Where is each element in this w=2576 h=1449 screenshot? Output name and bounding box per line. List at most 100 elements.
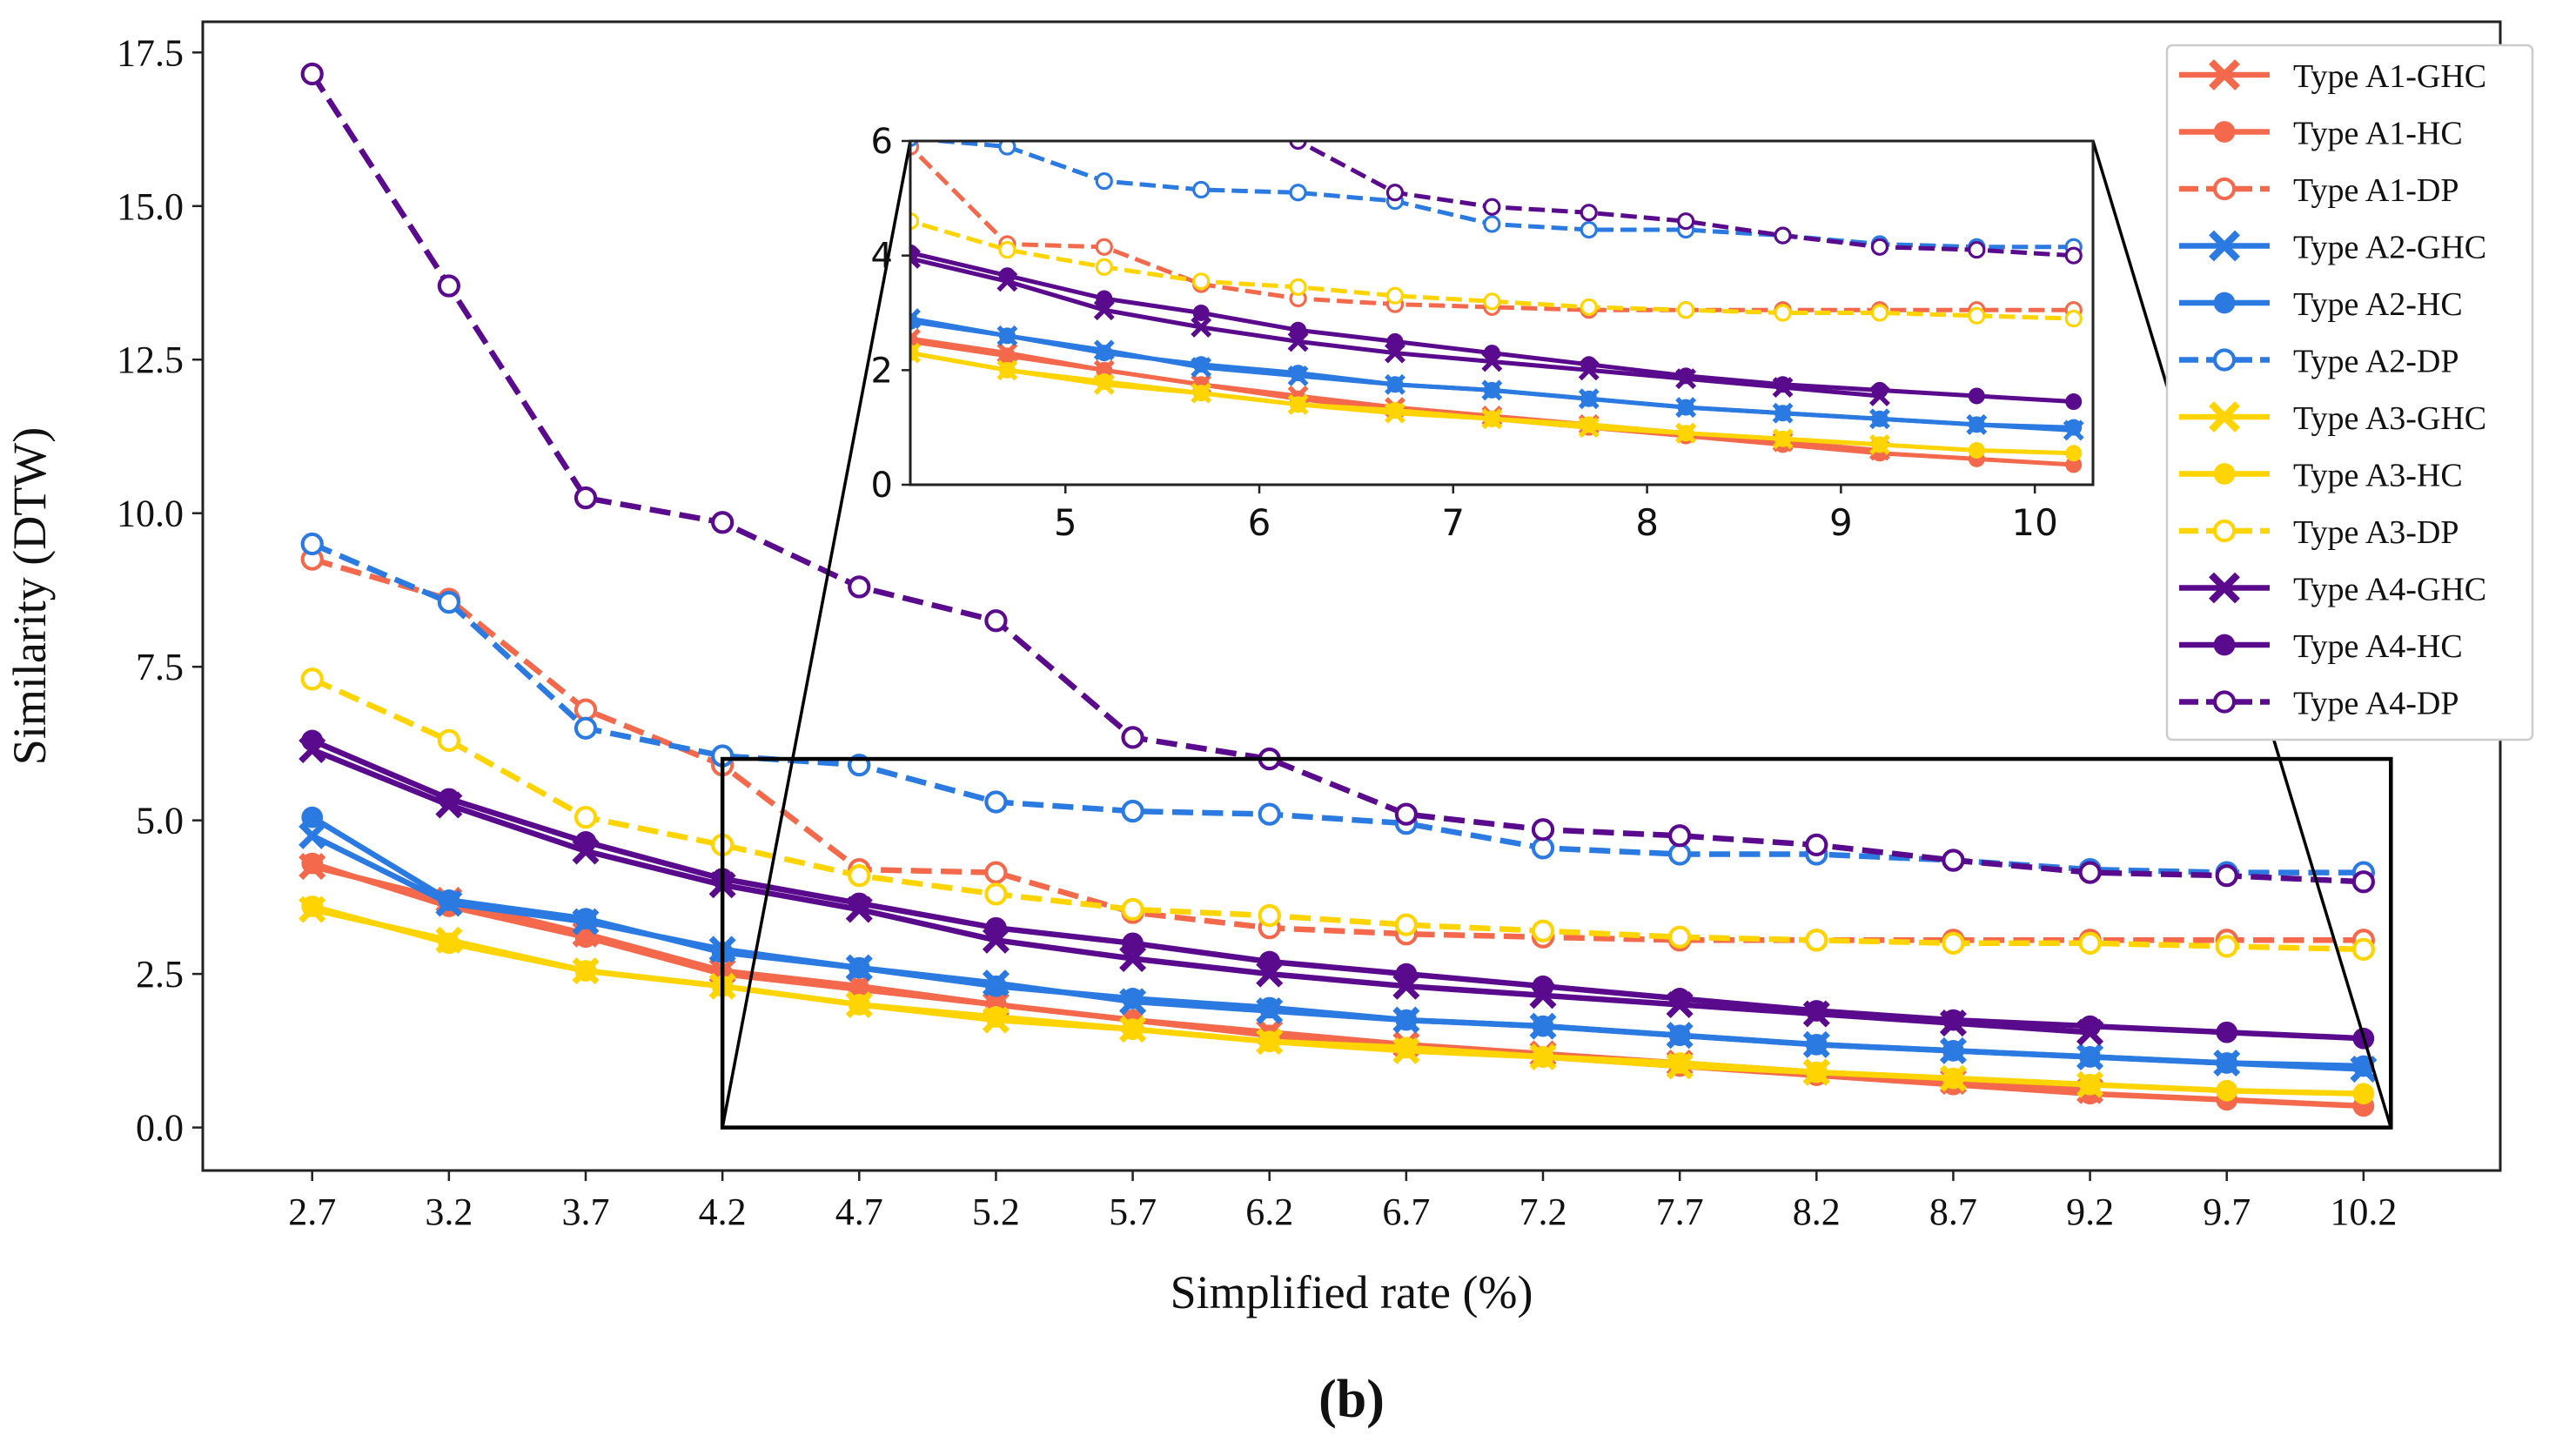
series-line bbox=[1287, 141, 2074, 258]
data-point bbox=[301, 806, 324, 828]
series-type-a3-hc bbox=[301, 896, 2375, 1105]
data-point bbox=[300, 532, 324, 556]
data-point bbox=[1774, 430, 1792, 447]
data-point bbox=[611, 230, 627, 246]
data-point bbox=[1668, 925, 1692, 949]
data-point bbox=[1096, 290, 1113, 307]
data-point bbox=[1386, 401, 1404, 419]
data-point bbox=[1774, 304, 1792, 322]
series-line bbox=[910, 218, 2074, 321]
y-axis-label: Similarity (DTW) bbox=[3, 427, 56, 765]
x-tick-label: 2.7 bbox=[288, 1191, 336, 1233]
x-tick-label: 4.2 bbox=[699, 1191, 747, 1233]
legend-swatch-marker bbox=[2213, 463, 2236, 485]
x-tick-label: 3.7 bbox=[562, 1191, 610, 1233]
series-line bbox=[311, 676, 2364, 953]
data-point bbox=[910, 345, 919, 362]
data-point bbox=[1677, 212, 1695, 231]
series-line bbox=[910, 339, 2074, 467]
data-point bbox=[708, 265, 725, 281]
legend-item: Type A2-DP bbox=[2179, 344, 2459, 380]
data-point bbox=[2351, 937, 2375, 962]
data-point bbox=[1677, 425, 1694, 442]
data-point bbox=[1942, 1009, 1964, 1031]
data-point bbox=[805, 331, 822, 347]
data-point bbox=[1580, 390, 1598, 407]
data-point bbox=[1483, 345, 1500, 362]
legend-item: Type A1-HC bbox=[2179, 116, 2463, 152]
data-point bbox=[1121, 726, 1144, 749]
data-point bbox=[574, 716, 598, 740]
series-line bbox=[309, 72, 2365, 885]
data-point bbox=[1122, 932, 1144, 955]
data-point bbox=[848, 978, 870, 1001]
legend-item: Type A3-DP bbox=[2179, 514, 2459, 551]
data-point bbox=[2078, 861, 2102, 884]
data-point bbox=[437, 728, 460, 753]
data-point bbox=[1532, 975, 1554, 997]
data-point bbox=[1192, 272, 1211, 291]
data-point bbox=[611, 232, 628, 250]
data-point bbox=[574, 926, 597, 949]
data-point bbox=[805, 218, 822, 236]
legend-box bbox=[2165, 44, 2534, 741]
data-point bbox=[2079, 1046, 2101, 1068]
data-point bbox=[985, 916, 1007, 939]
data-point bbox=[1774, 226, 1792, 245]
inset-y-tick-label: 4 bbox=[871, 237, 893, 277]
data-point bbox=[1942, 849, 1965, 872]
data-point bbox=[2078, 931, 2102, 955]
legend-label: Type A4-GHC bbox=[2293, 572, 2486, 608]
data-point bbox=[2215, 935, 2238, 958]
data-point bbox=[1483, 381, 1500, 399]
legend: Type A1-GHC Type A1-HC Type A1-DP Type A2-G… bbox=[2165, 44, 2534, 741]
data-point bbox=[711, 511, 735, 534]
data-point bbox=[1095, 258, 1113, 276]
data-point bbox=[985, 975, 1007, 997]
series-line bbox=[910, 351, 2074, 456]
data-point bbox=[910, 312, 919, 330]
main-plot: 2.7 3.2 3.7 4.2 4.7 5.2 5.7 6.2 6.7 7.2 7.7 8.2 8.7 9… bbox=[3, 20, 2502, 1318]
data-point bbox=[1677, 399, 1694, 416]
data-point bbox=[985, 1006, 1007, 1028]
series-type-a1-hc bbox=[301, 852, 2375, 1117]
data-point bbox=[1668, 988, 1691, 1010]
data-point bbox=[1395, 1009, 1418, 1031]
data-point bbox=[2216, 1052, 2238, 1074]
data-point bbox=[612, 59, 627, 74]
series-line bbox=[311, 737, 2365, 1042]
data-point bbox=[2065, 456, 2083, 473]
data-point bbox=[1121, 799, 1144, 823]
legend-item: Type A4-HC bbox=[2179, 628, 2463, 665]
data-point bbox=[1394, 913, 1418, 936]
data-point bbox=[848, 994, 870, 1016]
y-tick-label: 2.5 bbox=[136, 953, 184, 996]
data-point bbox=[910, 244, 919, 261]
data-point bbox=[2064, 246, 2083, 265]
series-type-a2-hc bbox=[708, 265, 2083, 436]
data-point bbox=[437, 274, 460, 298]
data-point bbox=[574, 831, 597, 853]
legend-label: Type A4-HC bbox=[2293, 628, 2463, 665]
data-point bbox=[574, 960, 597, 982]
data-point bbox=[1668, 824, 1692, 848]
data-point bbox=[1483, 215, 1501, 233]
inset-plot: 5 6 7 8 9 10 0 2 4 6 bbox=[611, 59, 2095, 544]
data-point bbox=[2079, 1015, 2101, 1037]
legend-label: Type A3-DP bbox=[2293, 514, 2459, 551]
legend-label: Type A1-DP bbox=[2293, 172, 2459, 209]
data-point bbox=[2351, 870, 2375, 894]
series-type-a2-dp bbox=[300, 532, 2375, 884]
data-point bbox=[1395, 1036, 1418, 1059]
data-point bbox=[805, 330, 822, 347]
data-point bbox=[708, 267, 725, 285]
series-line bbox=[910, 256, 1881, 399]
data-point bbox=[574, 805, 598, 829]
series-group bbox=[299, 62, 2378, 1117]
series-type-a4-hc bbox=[910, 244, 2083, 411]
inset-y-tick-label: 2 bbox=[871, 351, 893, 391]
x-tick-label: 6.2 bbox=[1245, 1191, 1293, 1233]
series-line bbox=[910, 250, 2074, 404]
